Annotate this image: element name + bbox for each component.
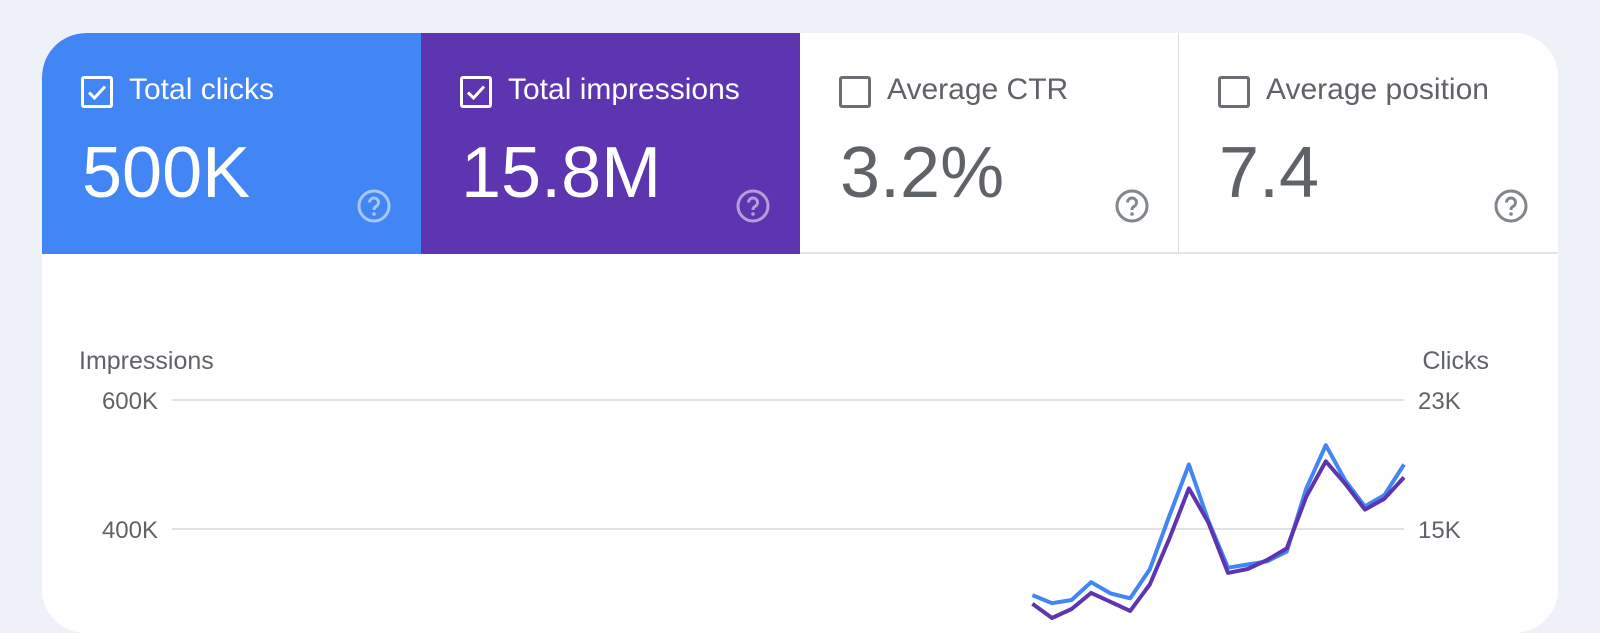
right-axis-label: Clicks xyxy=(1422,347,1489,375)
metrics-row: Total clicks 500K Total impressions 15.8… xyxy=(42,33,1558,254)
help-circle-icon[interactable] xyxy=(735,188,771,224)
metric-average-position[interactable]: Average position 7.4 xyxy=(1179,33,1558,254)
checkbox-checked-icon[interactable] xyxy=(460,76,492,108)
metric-label: Average CTR xyxy=(887,73,1069,106)
series-line-total-impressions xyxy=(1031,459,1406,620)
checkbox-checked-icon[interactable] xyxy=(81,76,113,108)
metric-label: Average position xyxy=(1266,73,1489,106)
help-circle-icon[interactable] xyxy=(1493,188,1529,224)
metric-value: 15.8M xyxy=(461,133,662,213)
performance-chart[interactable]: Impressions Clicks 600K 400K 23K 15K xyxy=(42,254,1558,633)
metric-label: Total clicks xyxy=(129,73,275,106)
right-tick-label: 23K xyxy=(1418,388,1461,415)
performance-card: Total clicks 500K Total impressions 15.8… xyxy=(42,33,1558,633)
left-tick-label: 600K xyxy=(102,388,158,415)
metric-total-impressions[interactable]: Total impressions 15.8M xyxy=(421,33,800,254)
right-tick-label: 15K xyxy=(1418,517,1461,544)
left-tick-label: 400K xyxy=(102,517,158,544)
series-layer xyxy=(1031,443,1406,620)
checkbox-unchecked-icon[interactable] xyxy=(839,76,871,108)
series-line-total-clicks xyxy=(1031,443,1406,606)
metric-label: Total impressions xyxy=(508,73,740,106)
help-circle-icon[interactable] xyxy=(356,188,392,224)
metric-total-clicks[interactable]: Total clicks 500K xyxy=(42,33,421,254)
metric-value: 3.2% xyxy=(840,133,1005,213)
checkbox-unchecked-icon[interactable] xyxy=(1218,76,1250,108)
metric-value: 500K xyxy=(82,133,251,213)
metric-average-ctr[interactable]: Average CTR 3.2% xyxy=(800,33,1179,254)
metric-value: 7.4 xyxy=(1219,133,1320,213)
help-circle-icon[interactable] xyxy=(1114,188,1150,224)
left-axis-label: Impressions xyxy=(79,347,214,375)
